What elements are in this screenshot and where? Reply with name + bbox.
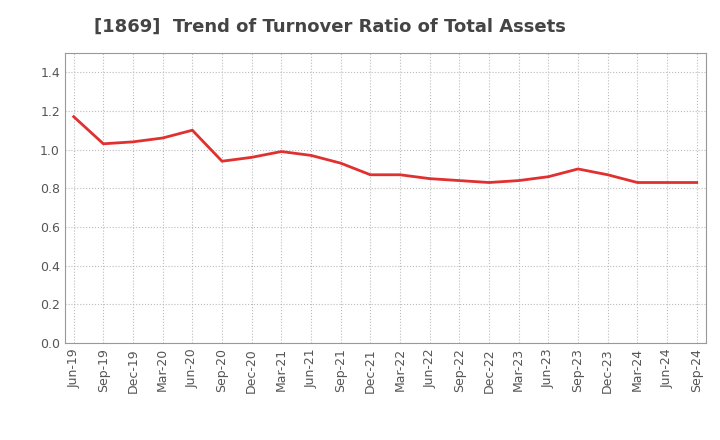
Text: [1869]  Trend of Turnover Ratio of Total Assets: [1869] Trend of Turnover Ratio of Total … — [94, 18, 565, 36]
